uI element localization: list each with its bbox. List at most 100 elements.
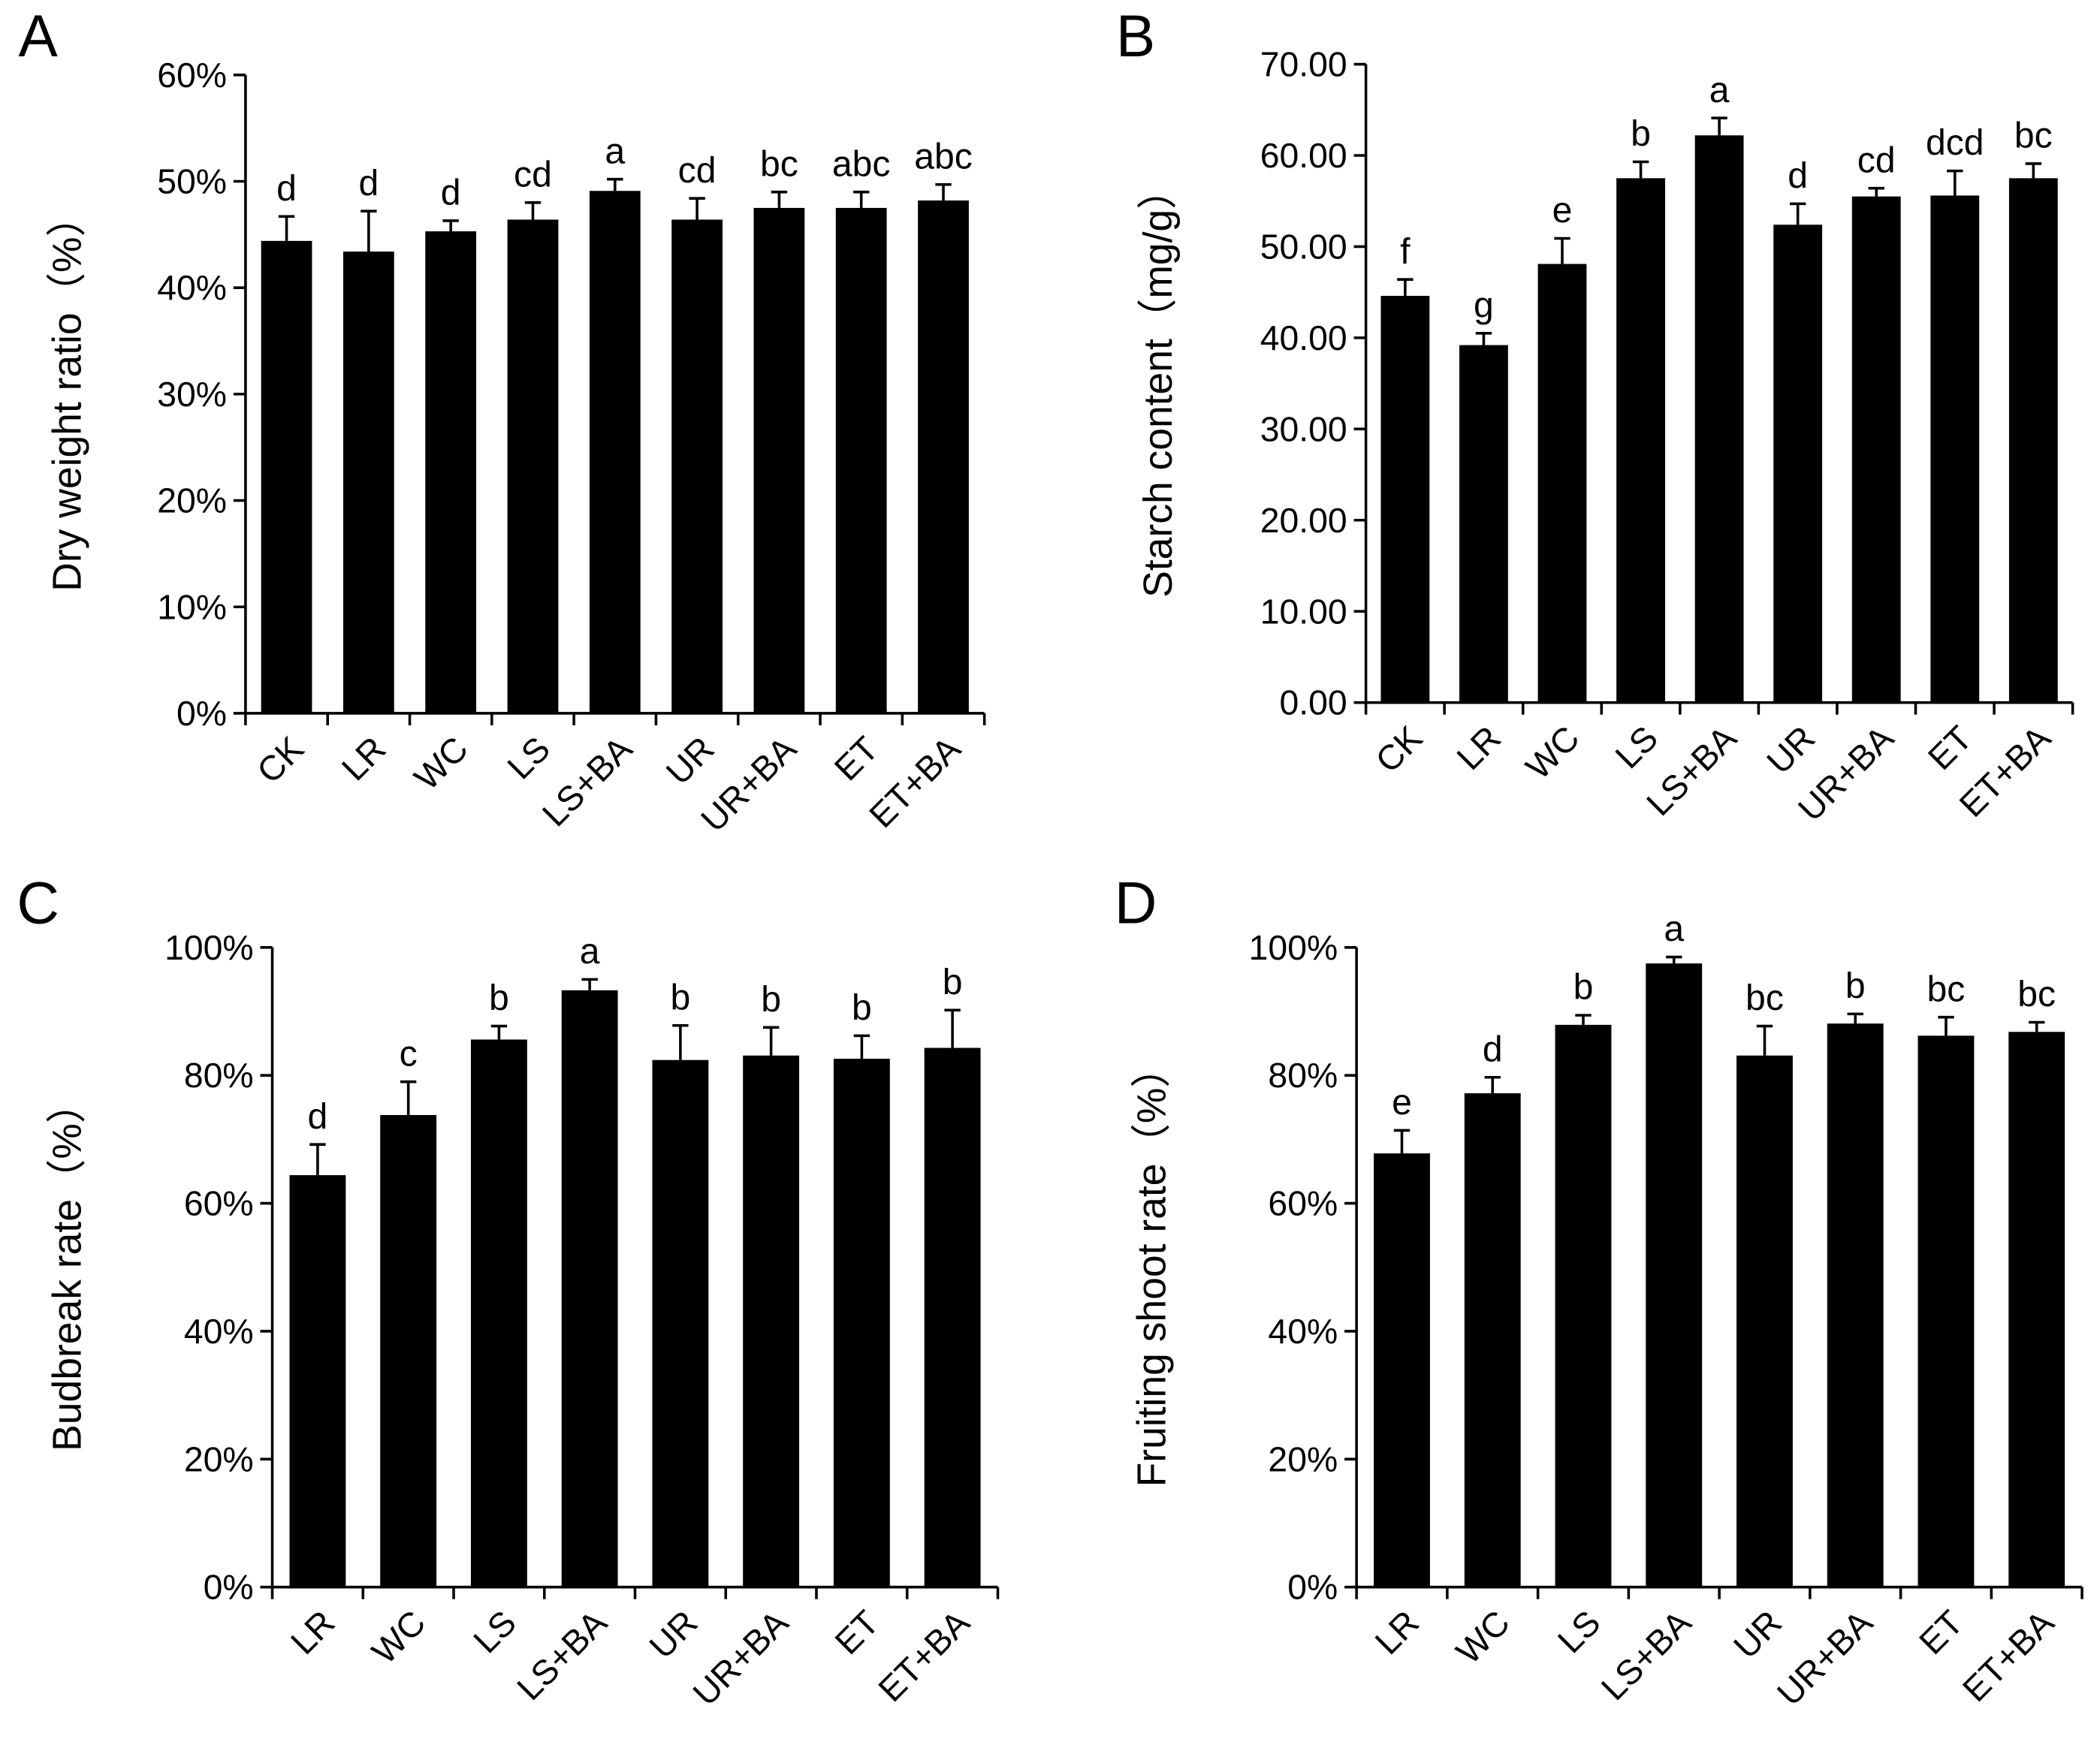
y-tick-label: 40.00 (1260, 318, 1347, 357)
significance-label: b (1845, 966, 1866, 1006)
y-tick-label: 10.00 (1260, 592, 1347, 631)
x-tick-label: UR (1759, 719, 1822, 782)
y-tick-label: 60% (1268, 1184, 1338, 1223)
y-tick-label: 20% (1268, 1439, 1338, 1478)
significance-label: dcd (1926, 122, 1984, 163)
bar (589, 191, 641, 713)
significance-label: abc (832, 143, 891, 184)
bar (261, 240, 312, 713)
bar (380, 1115, 437, 1587)
bar (561, 990, 618, 1587)
panel-label: B (1116, 3, 1155, 69)
error-bar (1938, 1015, 1954, 1036)
significance-label: b (671, 977, 691, 1017)
x-tick-label: LS+BA (1594, 1602, 1699, 1707)
bar (2008, 178, 2058, 703)
error-bar (1847, 1012, 1863, 1024)
error-bar (935, 182, 952, 200)
y-axis-label: Budbreak rate（%） (46, 1083, 90, 1451)
error-bar (524, 201, 542, 220)
chart-panel: 0% 10% 20% 30% 40% 50% 60% d CK d LR d WC cd LS a LS+BA c… (19, 3, 986, 839)
bar (1459, 345, 1508, 703)
x-tick-label: LS+BA (509, 1602, 614, 1707)
significance-label: e (1552, 190, 1573, 231)
bar (507, 219, 559, 713)
significance-label: cd (678, 150, 717, 191)
y-tick-label: 0% (204, 1568, 254, 1607)
x-tick-label: UR+BA (685, 1602, 795, 1713)
x-tick-label: CK (249, 729, 311, 791)
bar (1380, 296, 1430, 703)
x-tick-label: LS (466, 1603, 523, 1661)
bar (1736, 1055, 1793, 1587)
bar (1773, 225, 1823, 703)
x-tick-label: LS (1607, 719, 1665, 776)
error-bar (1393, 1129, 1411, 1154)
chart-panel: 0.00 10.00 20.00 30.00 40.00 50.00 60.00 70.00 f… (1116, 3, 2074, 828)
x-tick-label: UR+BA (1770, 1602, 1880, 1713)
panel-label: D (1115, 870, 1157, 936)
bar (1694, 135, 1744, 703)
y-tick-label: 60% (157, 56, 227, 95)
significance-label: d (1788, 155, 1808, 196)
significance-label: bc (1745, 978, 1784, 1018)
y-tick-label: 20% (157, 481, 227, 520)
x-tick-label: UR (641, 1603, 705, 1666)
error-bar (581, 978, 598, 990)
significance-label: g (1474, 285, 1494, 325)
error-bar (400, 1080, 417, 1116)
bar (835, 207, 887, 713)
significance-label: f (1400, 231, 1411, 272)
error-bar (442, 219, 459, 232)
bar (2008, 1032, 2065, 1587)
significance-label: bc (2017, 974, 2056, 1014)
error-bar (762, 1026, 780, 1056)
x-tick-label: ET (1911, 1603, 1971, 1662)
error-bar (1475, 332, 1492, 345)
x-tick-label: WC (364, 1603, 433, 1671)
y-tick-label: 70.00 (1260, 45, 1347, 84)
y-tick-label: 20% (184, 1439, 254, 1478)
error-bar (944, 1008, 961, 1048)
bar (652, 1059, 709, 1587)
x-tick-label: UR (1726, 1603, 1789, 1666)
bar (1851, 196, 1901, 703)
y-tick-label: 0.00 (1279, 683, 1347, 722)
significance-label: b (943, 962, 963, 1002)
y-tick-label: 60% (184, 1184, 254, 1223)
error-bar (1666, 955, 1682, 964)
error-bar (1947, 169, 1963, 196)
bar (1930, 195, 1980, 703)
chart-panel: 0% 20% 40% 60% 80% 100% d LR c WC b LS a LS+BA b UR b UR+… (17, 870, 1000, 1713)
bar (753, 207, 805, 713)
significance-label: d (358, 163, 379, 203)
significance-label: d (308, 1096, 328, 1137)
y-tick-label: 50.00 (1260, 227, 1347, 266)
significance-label: abc (914, 136, 973, 176)
bar (924, 1047, 981, 1587)
x-tick-label: ET (827, 729, 886, 788)
significance-label: a (1709, 70, 1730, 110)
significance-label: cd (514, 154, 552, 194)
y-tick-label: 50% (157, 162, 227, 201)
significance-label: bc (2014, 116, 2053, 156)
error-bar (278, 215, 295, 241)
x-tick-label: WC (406, 729, 475, 797)
y-tick-label: 100% (164, 928, 253, 967)
x-tick-label: LS (1550, 1603, 1608, 1661)
bar (470, 1039, 527, 1587)
significance-label: d (1483, 1029, 1503, 1069)
x-tick-label: ET+BA (870, 1602, 977, 1709)
y-tick-label: 40% (184, 1312, 254, 1351)
x-tick-label: ET (1920, 719, 1980, 778)
bar (1827, 1023, 1884, 1587)
y-axis-label: Starch content（mg/g） (1136, 169, 1181, 597)
significance-label: bc (1927, 969, 1966, 1009)
significance-label: b (761, 979, 781, 1020)
bar (1374, 1153, 1430, 1587)
error-bar (1868, 186, 1884, 197)
error-bar (2025, 162, 2042, 179)
significance-label: e (1392, 1082, 1412, 1123)
y-tick-label: 40% (1268, 1312, 1338, 1351)
